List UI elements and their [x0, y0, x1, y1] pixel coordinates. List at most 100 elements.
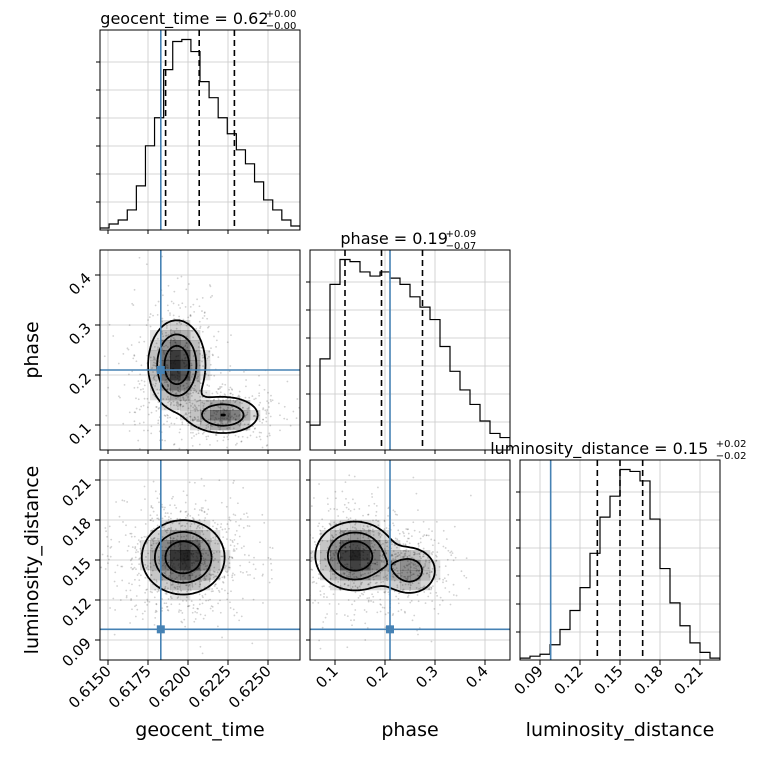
- sample-point: [223, 575, 226, 578]
- sample-point: [372, 530, 375, 533]
- sample-point: [351, 624, 353, 627]
- sample-point: [353, 619, 356, 621]
- density-bin: [160, 570, 171, 581]
- sample-point: [367, 600, 370, 603]
- sample-point: [378, 532, 381, 535]
- sample-point: [147, 413, 150, 416]
- sample-point: [384, 541, 387, 544]
- sample-point: [429, 571, 431, 574]
- sample-point: [242, 486, 245, 489]
- density-bin: [180, 540, 191, 551]
- density-bin: [360, 520, 371, 531]
- sample-point: [407, 528, 409, 531]
- sample-point: [184, 348, 187, 351]
- sample-point: [278, 402, 280, 405]
- sample-point: [392, 613, 395, 615]
- sample-point: [392, 567, 395, 570]
- sample-point: [288, 489, 290, 491]
- sample-point: [422, 566, 425, 569]
- sample-point: [201, 360, 203, 363]
- title-minus: −0.00: [266, 21, 297, 32]
- sample-point: [188, 399, 190, 402]
- sample-point: [239, 422, 242, 424]
- sample-point: [174, 587, 177, 589]
- sample-point: [390, 560, 393, 563]
- sample-point: [334, 530, 337, 533]
- sample-point: [433, 539, 436, 542]
- sample-point: [148, 600, 151, 603]
- title-minus: −0.02: [716, 451, 747, 462]
- sample-point: [411, 556, 413, 559]
- sample-point: [178, 390, 181, 393]
- sample-point: [347, 538, 350, 540]
- sample-point: [354, 609, 357, 611]
- sample-point: [216, 523, 219, 526]
- sample-point: [181, 302, 184, 305]
- sample-point: [152, 510, 155, 513]
- sample-point: [174, 528, 177, 531]
- sample-point: [379, 603, 382, 606]
- sample-point: [239, 423, 242, 426]
- density-bin: [150, 530, 161, 541]
- sample-point: [131, 370, 134, 373]
- sample-point: [231, 408, 234, 411]
- sample-point: [185, 288, 188, 291]
- sample-point: [134, 546, 137, 548]
- sample-point: [157, 540, 160, 543]
- sample-point: [189, 392, 192, 395]
- sample-point: [130, 566, 133, 569]
- sample-point: [215, 575, 218, 578]
- sample-point: [128, 411, 131, 414]
- sample-point: [164, 587, 166, 590]
- sample-point: [205, 427, 208, 430]
- sample-point: [189, 314, 192, 317]
- sample-point: [249, 573, 251, 576]
- sample-point: [175, 327, 178, 330]
- sample-point: [208, 573, 211, 576]
- sample-point: [179, 403, 182, 406]
- density-bin: [180, 560, 191, 571]
- sample-point: [190, 523, 193, 525]
- sample-point: [151, 507, 154, 509]
- density-bin: [200, 390, 211, 401]
- sample-point: [122, 422, 125, 425]
- sample-point: [422, 565, 425, 568]
- sample-point: [198, 585, 201, 588]
- sample-point: [170, 526, 173, 529]
- sample-point: [191, 364, 193, 367]
- sample-point: [106, 555, 109, 557]
- sample-point: [164, 546, 167, 549]
- sample-point: [139, 547, 142, 550]
- hist-panel-geocent_time: geocent_time = 0.62+0.00−0.00: [96, 9, 301, 234]
- sample-point: [377, 591, 379, 594]
- sample-point: [194, 418, 197, 420]
- sample-point: [411, 619, 414, 622]
- sample-point: [239, 401, 241, 404]
- sample-point: [192, 518, 195, 521]
- sample-point: [128, 430, 131, 432]
- sample-point: [215, 583, 217, 586]
- sample-point: [321, 626, 324, 629]
- sample-point: [238, 390, 241, 393]
- sample-point: [138, 584, 141, 587]
- sample-point: [186, 514, 189, 517]
- sample-point: [406, 564, 409, 567]
- sample-point: [202, 533, 205, 536]
- sample-point: [268, 412, 270, 415]
- contour-level-1: [327, 531, 423, 583]
- sample-point: [166, 324, 168, 327]
- sample-point: [122, 521, 124, 523]
- sample-point: [166, 416, 169, 419]
- sample-point: [203, 412, 206, 415]
- sample-point: [168, 528, 171, 530]
- sample-point: [133, 354, 136, 357]
- sample-point: [138, 422, 141, 425]
- sample-point: [173, 537, 175, 540]
- sample-point: [338, 531, 341, 534]
- sample-point: [337, 515, 340, 517]
- sample-point: [378, 540, 381, 543]
- sample-point: [226, 341, 229, 344]
- sample-point: [406, 577, 409, 580]
- sample-point: [207, 539, 210, 542]
- sample-point: [200, 346, 203, 349]
